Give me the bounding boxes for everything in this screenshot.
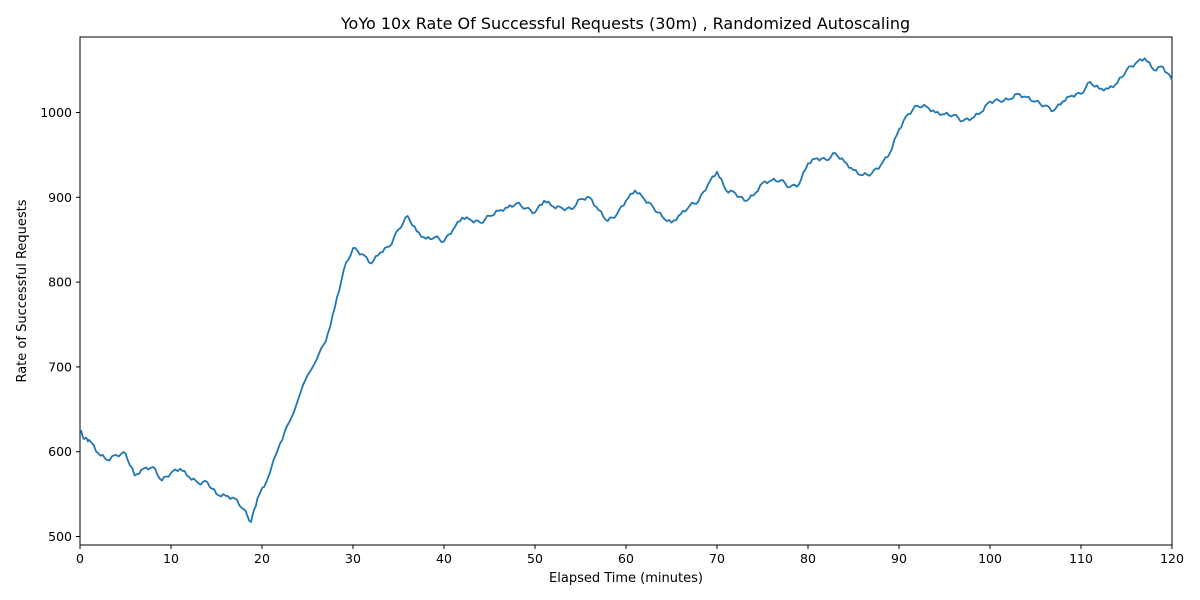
chart-title: YoYo 10x Rate Of Successful Requests (30…: [340, 14, 910, 33]
x-tick-label: 120: [1160, 551, 1184, 566]
y-tick-label: 800: [48, 275, 72, 290]
x-tick-label: 30: [345, 551, 361, 566]
x-tick-label: 50: [527, 551, 543, 566]
x-axis: 0 10 20 30 40 50 60 70 80 90 100 110 120: [76, 545, 1184, 566]
y-axis: 500 600 700 800 900 1000: [40, 105, 80, 544]
x-tick-label: 60: [618, 551, 634, 566]
x-tick-label: 40: [436, 551, 452, 566]
y-tick-label: 600: [48, 444, 72, 459]
y-tick-label: 500: [48, 529, 72, 544]
x-tick-label: 80: [800, 551, 816, 566]
x-axis-label: Elapsed Time (minutes): [549, 571, 703, 586]
x-tick-label: 10: [163, 551, 179, 566]
x-tick-label: 100: [978, 551, 1002, 566]
plot-frame: [79, 36, 1173, 546]
y-tick-label: 1000: [40, 105, 72, 120]
y-axis-label: Rate of Successful Requests: [15, 199, 30, 382]
x-tick-label: 90: [891, 551, 907, 566]
x-tick-label: 70: [709, 551, 725, 566]
y-tick-label: 900: [48, 190, 72, 205]
series-line: [79, 57, 1173, 523]
x-tick-label: 110: [1069, 551, 1093, 566]
x-tick-label: 0: [76, 551, 84, 566]
y-tick-label: 700: [48, 359, 72, 374]
plot-area: [79, 36, 1173, 546]
x-tick-label: 20: [254, 551, 270, 566]
